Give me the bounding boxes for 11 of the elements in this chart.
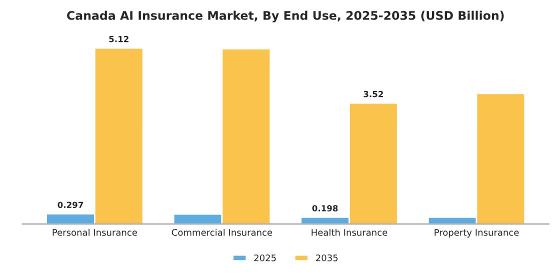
data-label: 0.297: [58, 202, 84, 208]
data-label: 5.12: [109, 36, 128, 42]
x-tick-label: Commercial Insurance: [172, 228, 272, 236]
x-tick-label: Health Insurance: [312, 228, 388, 236]
legend-label: 2035: [316, 254, 338, 262]
data-label: 3.52: [364, 90, 383, 98]
x-tick-label: Property Insurance: [434, 229, 519, 238]
chart-title: Canada AI Insurance Market, By End Use, 2025-2035 (USD Billion): [67, 10, 504, 22]
legend-label: 2025: [254, 254, 276, 262]
data-label: 0.198: [312, 205, 338, 212]
x-tick-label: Personal Insurance: [52, 228, 137, 236]
